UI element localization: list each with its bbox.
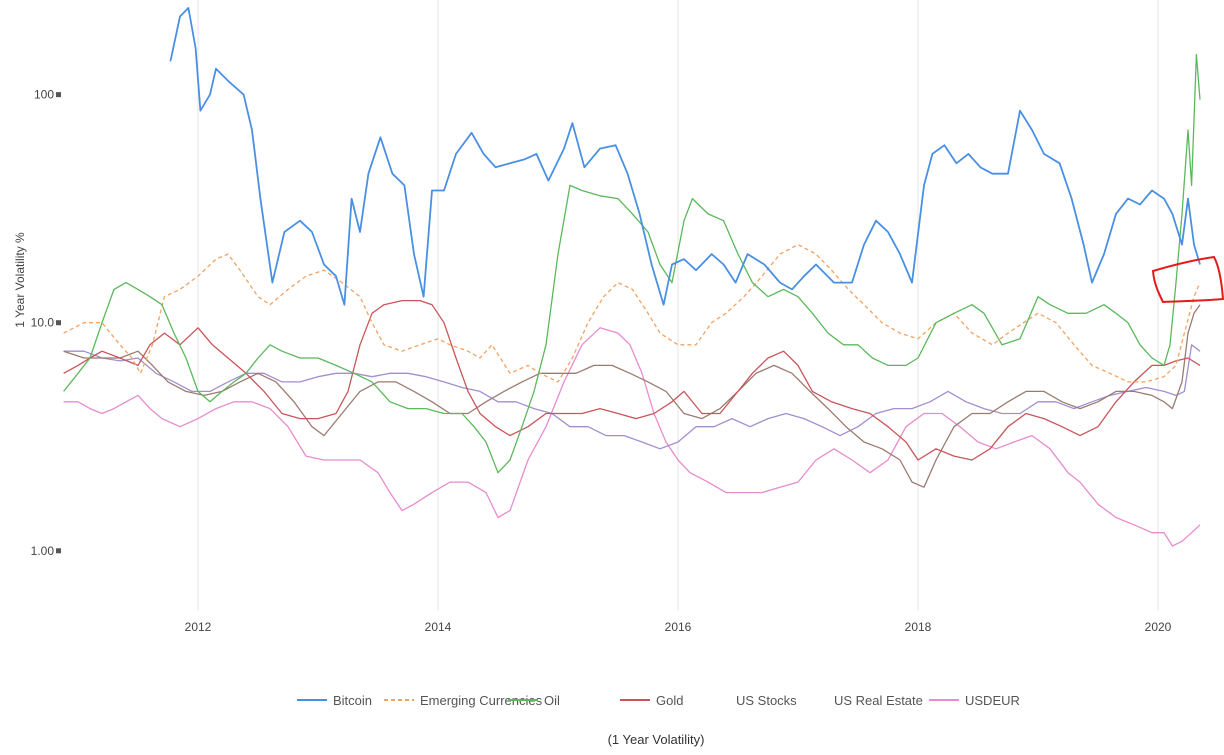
x-tick-label: 2016 (665, 620, 692, 634)
y-axis-ticks: 1.00 10.0 100 (31, 88, 61, 558)
red-hand-drawn-annotation (1151, 255, 1224, 304)
legend-label: USDEUR (965, 693, 1020, 708)
y-tick-label: 100 (34, 88, 54, 102)
legend-label: Gold (656, 693, 683, 708)
x-axis-ticks: 2012 2014 2016 2018 2020 (185, 620, 1172, 634)
y-tick-label: 10.0 (31, 316, 55, 330)
series-line-usdeur (63, 327, 1201, 547)
legend-item-bitcoin[interactable]: Bitcoin (297, 693, 372, 708)
y-tick-mark (56, 92, 61, 98)
legend-item-us-real-estate[interactable]: US Real Estate (834, 693, 923, 708)
series-line-us-stocks (63, 304, 1201, 488)
x-tick-label: 2018 (905, 620, 932, 634)
legend-item-usdeur[interactable]: USDEUR (929, 693, 1020, 708)
series-line-emerging-currencies (63, 243, 1201, 383)
legend-label: Emerging Currencies (420, 693, 543, 708)
y-tick-label: 1.00 (31, 544, 55, 558)
series-line-gold (63, 299, 1201, 461)
x-tick-label: 2020 (1145, 620, 1172, 634)
series-lines (63, 7, 1201, 547)
legend-label: Bitcoin (333, 693, 372, 708)
legend-item-oil[interactable]: Oil (508, 693, 560, 708)
legend-label: US Stocks (736, 693, 797, 708)
legend[interactable]: Bitcoin Emerging Currencies Oil Gold US Stoc… (297, 693, 1020, 708)
legend-item-emerging-currencies[interactable]: Emerging Currencies (384, 693, 543, 708)
x-tick-label: 2012 (185, 620, 212, 634)
legend-label: Oil (544, 693, 560, 708)
legend-label: US Real Estate (834, 693, 923, 708)
grid (197, 0, 1159, 610)
series-line-us-real-estate (63, 344, 1201, 450)
y-axis-title: 1 Year Volatility % (13, 232, 27, 328)
series-line-bitcoin (169, 7, 1201, 306)
y-tick-mark (56, 548, 61, 554)
x-axis-title: (1 Year Volatility) (608, 732, 705, 747)
y-tick-mark (56, 320, 61, 326)
x-tick-label: 2014 (425, 620, 452, 634)
series-line-oil (63, 53, 1201, 474)
legend-item-us-stocks[interactable]: US Stocks (736, 693, 797, 708)
legend-item-gold[interactable]: Gold (620, 693, 683, 708)
